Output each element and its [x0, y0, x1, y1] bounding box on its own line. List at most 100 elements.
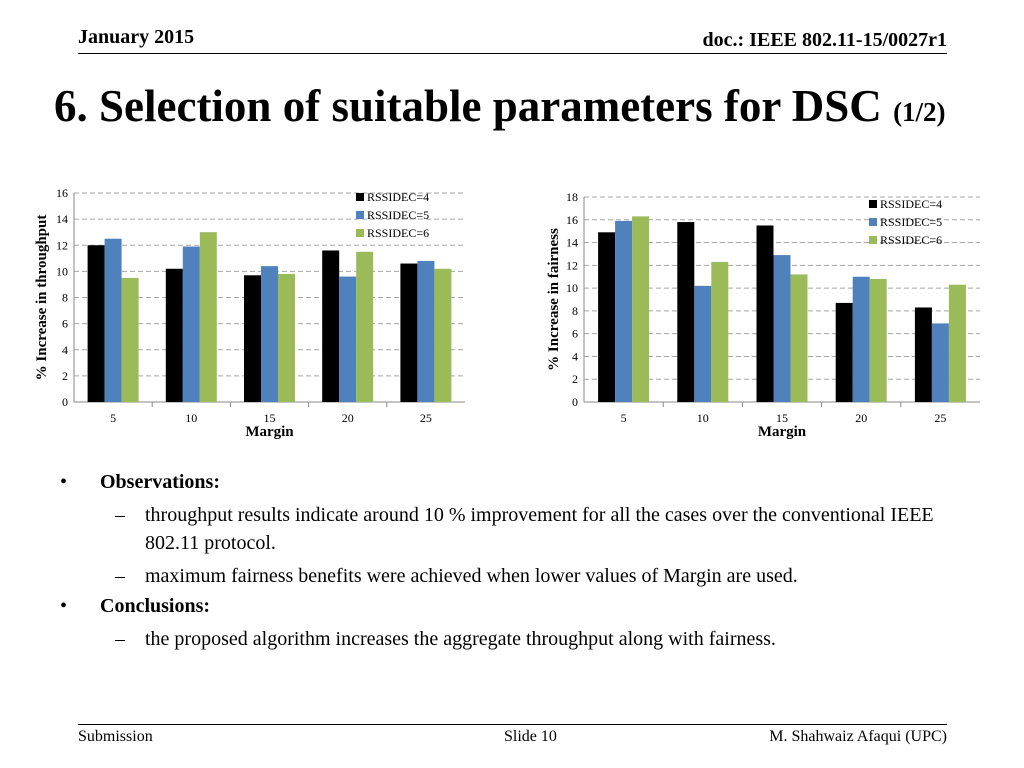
- observation-text: maximum fairness benefits were achieved …: [145, 565, 798, 587]
- observations-heading: Observations:: [100, 471, 220, 493]
- y-tick-label: 0: [572, 395, 578, 409]
- conclusion-text: the proposed algorithm increases the agg…: [145, 628, 776, 650]
- slide-title: 6. Selection of suitable parameters for …: [54, 80, 946, 132]
- bullet-icon: •: [60, 471, 68, 493]
- y-tick-label: 0: [62, 395, 68, 409]
- bar: [356, 251, 374, 402]
- legend-label: RSSIDEC=4: [367, 190, 429, 204]
- bar: [756, 225, 774, 402]
- sub-bullet: – the proposed algorithm increases the a…: [60, 625, 960, 653]
- footer-author: M. Shahwaiz Afaqui (UPC): [769, 728, 947, 745]
- slide-title-part: (1/2): [893, 97, 946, 127]
- bar: [339, 276, 357, 402]
- y-tick-label: 14: [566, 236, 578, 250]
- bar: [87, 245, 105, 402]
- bar: [278, 273, 295, 402]
- x-tick-label: 15: [264, 411, 276, 425]
- x-tick-label: 5: [110, 411, 116, 425]
- observations-list: • Observations: – throughput results ind…: [60, 466, 960, 653]
- bar: [773, 255, 791, 402]
- bar: [931, 323, 949, 402]
- bar: [417, 260, 435, 402]
- header-divider: [78, 53, 947, 54]
- bar: [400, 263, 418, 402]
- dash-icon: –: [115, 504, 125, 526]
- bar: [711, 261, 729, 402]
- legend-label: RSSIDEC=4: [880, 197, 942, 211]
- bullet-icon: •: [60, 595, 68, 617]
- legend-label: RSSIDEC=6: [367, 226, 429, 240]
- legend-swatch: [869, 218, 877, 226]
- bar: [261, 266, 278, 402]
- x-tick-label: 25: [420, 411, 432, 425]
- sub-bullet: – maximum fairness benefits were achieve…: [60, 562, 960, 590]
- y-tick-label: 4: [62, 343, 68, 357]
- bar: [322, 250, 340, 402]
- throughput-chart: 0 2 4 6 8 10 12 14 16 5 10 15 20 25 Margin % Increase i…: [28, 180, 480, 450]
- slide-title-main: 6. Selection of suitable parameters for …: [54, 81, 894, 131]
- y-tick-label: 2: [62, 369, 68, 383]
- x-axis-title: Margin: [758, 424, 807, 440]
- chart-svg: 0 2 4 6 8 10 12 14 16 18 5 10 15 20 25 Margin % Increase…: [546, 190, 980, 440]
- bar: [244, 275, 261, 402]
- bar: [199, 232, 217, 402]
- y-tick-label: 16: [56, 186, 68, 200]
- y-axis-title: % Increase in fairness: [546, 228, 562, 371]
- legend-swatch: [356, 229, 364, 237]
- chart-svg: 0 2 4 6 8 10 12 14 16 5 10 15 20 25 Margin % Increase i…: [34, 186, 465, 440]
- legend-label: RSSIDEC=5: [367, 208, 429, 222]
- bar: [835, 302, 853, 402]
- footer-submission: Submission: [78, 728, 153, 745]
- legend-swatch: [356, 211, 364, 219]
- y-tick-label: 8: [62, 291, 68, 305]
- legend-label: RSSIDEC=6: [880, 233, 942, 247]
- header-doc-id: doc.: IEEE 802.11-15/0027r1: [702, 29, 947, 51]
- y-tick-label: 10: [566, 281, 578, 295]
- y-tick-label: 14: [56, 212, 68, 226]
- legend-label: RSSIDEC=5: [880, 215, 942, 229]
- bar: [165, 268, 183, 402]
- x-tick-label: 20: [855, 411, 867, 425]
- y-tick-label: 12: [566, 258, 578, 272]
- x-tick-label: 20: [342, 411, 354, 425]
- y-axis-title: % Increase in throughput: [34, 215, 50, 381]
- bar: [790, 274, 808, 402]
- bar: [852, 276, 870, 402]
- dash-icon: –: [115, 628, 125, 650]
- x-tick-label: 15: [776, 411, 788, 425]
- x-tick-label: 25: [934, 411, 946, 425]
- bar: [121, 277, 139, 402]
- header-date: January 2015: [78, 26, 195, 48]
- legend-swatch: [356, 193, 364, 201]
- legend-swatch: [869, 236, 877, 244]
- y-tick-label: 12: [56, 238, 68, 252]
- footer-slide-number: Slide 10: [504, 728, 557, 745]
- y-tick-label: 18: [566, 190, 578, 204]
- y-tick-label: 6: [62, 317, 68, 331]
- y-tick-label: 8: [572, 304, 578, 318]
- y-tick-label: 4: [572, 349, 578, 363]
- bar: [948, 284, 966, 402]
- x-axis-title: Margin: [245, 424, 294, 440]
- bullet-conclusions: • Conclusions:: [60, 592, 960, 620]
- y-tick-label: 10: [56, 264, 68, 278]
- x-tick-label: 10: [185, 411, 197, 425]
- bar: [615, 220, 633, 402]
- x-tick-label: 5: [621, 411, 627, 425]
- sub-bullet: – throughput results indicate around 10 …: [60, 501, 960, 557]
- bar: [677, 222, 695, 402]
- bar: [598, 232, 616, 402]
- bar: [914, 307, 932, 402]
- y-tick-label: 2: [572, 372, 578, 386]
- y-tick-label: 6: [572, 327, 578, 341]
- bar: [434, 268, 452, 402]
- observation-text: throughput results indicate around 10 % …: [145, 504, 934, 554]
- y-tick-label: 16: [566, 213, 578, 227]
- bar: [869, 279, 887, 402]
- bar: [632, 216, 650, 402]
- bullet-observations: • Observations:: [60, 468, 960, 496]
- fairness-chart: 0 2 4 6 8 10 12 14 16 18 5 10 15 20 25 Margin % Increase…: [540, 180, 990, 450]
- x-tick-label: 10: [697, 411, 709, 425]
- dash-icon: –: [115, 565, 125, 587]
- conclusions-heading: Conclusions:: [100, 595, 211, 617]
